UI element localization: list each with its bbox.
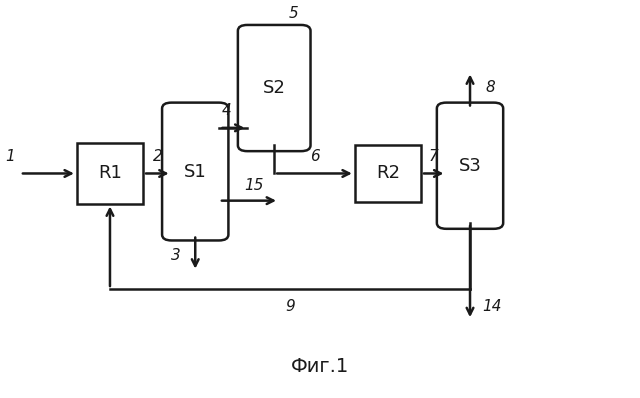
Text: 2: 2 [152,148,162,164]
Text: 9: 9 [285,299,295,314]
Text: 7: 7 [429,148,438,164]
FancyBboxPatch shape [162,103,228,240]
FancyBboxPatch shape [355,145,421,202]
Text: 6: 6 [310,148,319,164]
Text: S1: S1 [184,162,207,181]
Text: 1: 1 [6,148,15,164]
Text: R1: R1 [98,164,122,182]
Text: 8: 8 [486,80,496,95]
Text: S2: S2 [263,79,285,97]
Text: S3: S3 [459,157,481,175]
Text: 3: 3 [172,248,181,263]
FancyBboxPatch shape [238,25,310,151]
Text: R2: R2 [376,164,400,182]
Text: 15: 15 [244,178,264,193]
Text: 14: 14 [483,299,502,314]
Text: 4: 4 [222,103,232,118]
FancyBboxPatch shape [437,103,503,229]
Text: Фиг.1: Фиг.1 [291,357,349,376]
Text: 5: 5 [288,6,298,21]
FancyBboxPatch shape [77,143,143,203]
